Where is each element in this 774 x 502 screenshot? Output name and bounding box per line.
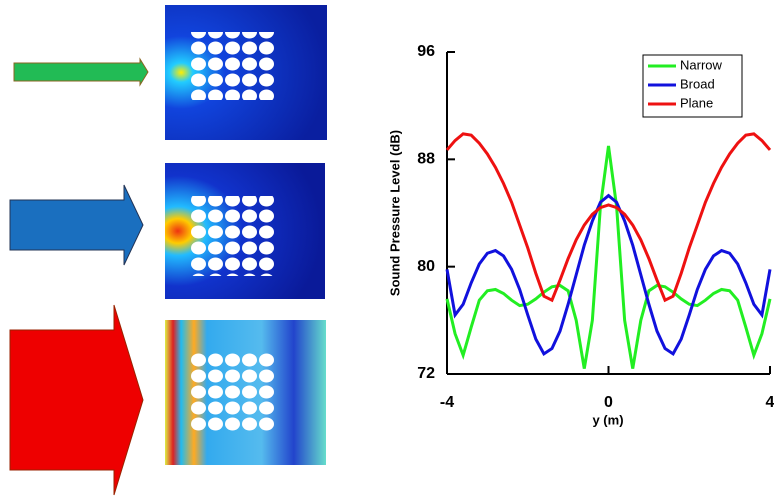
series-line — [445, 132, 772, 303]
arrow-broad — [9, 184, 144, 266]
legend-label: Narrow — [680, 57, 723, 72]
series-line — [445, 145, 772, 369]
y-tick-label: 80 — [417, 258, 435, 275]
x-tick-label: 4 — [766, 394, 774, 411]
scatterers — [190, 352, 275, 432]
y-tick-label: 96 — [417, 43, 435, 60]
arrow-narrow — [13, 57, 149, 87]
x-axis-label: y (m) — [592, 412, 623, 427]
scatterers — [190, 32, 275, 100]
y-axis-label: Sound Pressure Level (dB) — [387, 130, 402, 296]
y-tick-label: 88 — [417, 151, 435, 168]
x-tick-label: -4 — [440, 394, 454, 411]
scatterers — [190, 196, 275, 276]
illustrations — [9, 5, 327, 496]
legend-label: Plane — [680, 95, 713, 110]
y-tick-label: 72 — [417, 365, 435, 382]
x-tick-label: 0 — [604, 394, 613, 411]
series-line — [445, 193, 772, 357]
arrow-plane — [9, 304, 144, 496]
legend-label: Broad — [680, 76, 715, 91]
